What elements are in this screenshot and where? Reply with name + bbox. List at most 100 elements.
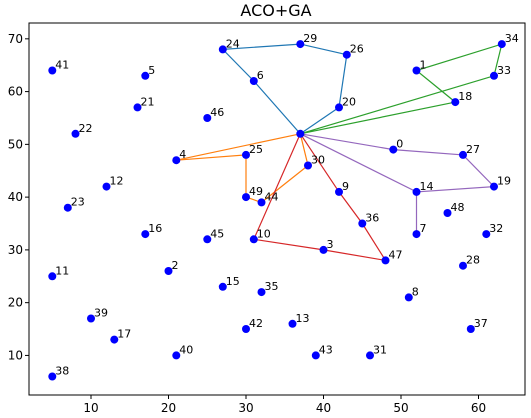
- node-point-23: [63, 203, 72, 212]
- node-point-38: [48, 372, 57, 381]
- route-2: [300, 43, 503, 135]
- node-point-29: [296, 40, 305, 49]
- node-label-23: 23: [71, 196, 85, 209]
- node-point-3: [319, 245, 328, 254]
- y-tick-label-30: 30: [8, 243, 23, 257]
- node-point-19: [490, 182, 498, 191]
- node-label-5: 5: [148, 64, 155, 77]
- node-label-36: 36: [365, 212, 379, 225]
- node-point-35: [257, 288, 266, 297]
- y-tick-label-20: 20: [8, 296, 23, 310]
- node-point-48: [443, 209, 452, 217]
- node-label-16: 16: [148, 222, 162, 235]
- node-label-1: 1: [420, 59, 427, 72]
- node-point-24: [218, 45, 227, 54]
- routes-layer: [176, 43, 503, 262]
- node-label-10: 10: [257, 227, 271, 240]
- node-point-13: [288, 319, 297, 328]
- node-label-21: 21: [141, 95, 155, 108]
- node-label-28: 28: [466, 254, 480, 267]
- node-point-45: [203, 235, 212, 244]
- node-label-39: 39: [94, 307, 108, 320]
- node-label-38: 38: [55, 365, 69, 378]
- y-tick-label-40: 40: [8, 190, 23, 204]
- node-point-34: [497, 40, 506, 49]
- node-label-12: 12: [110, 175, 124, 188]
- node-point-43: [311, 351, 320, 360]
- x-tick-label-30: 30: [238, 401, 253, 415]
- node-point-18: [451, 98, 460, 107]
- node-point-15: [218, 282, 227, 291]
- node-label-15: 15: [226, 275, 240, 288]
- node-label-14: 14: [420, 180, 434, 193]
- node-point-7: [412, 230, 421, 239]
- node-label-35: 35: [265, 280, 279, 293]
- node-point-12: [102, 182, 111, 191]
- node-label-29: 29: [303, 32, 317, 45]
- route-1: [221, 43, 348, 135]
- node-label-3: 3: [327, 238, 334, 251]
- node-label-6: 6: [257, 69, 264, 82]
- node-point-1: [412, 66, 421, 75]
- node-point-36: [358, 219, 367, 228]
- node-label-17: 17: [117, 328, 131, 341]
- y-tick-label-50: 50: [8, 137, 23, 151]
- node-point-40: [172, 351, 181, 360]
- x-tick-label-20: 20: [161, 401, 176, 415]
- node-label-47: 47: [389, 248, 403, 261]
- node-point-47: [381, 256, 390, 265]
- node-point-37: [466, 325, 475, 333]
- node-label-11: 11: [55, 264, 69, 277]
- node-label-7: 7: [420, 222, 427, 235]
- node-point-17: [110, 335, 119, 344]
- node-label-26: 26: [350, 43, 364, 56]
- x-tick-label-50: 50: [393, 401, 408, 415]
- node-label-22: 22: [79, 122, 93, 135]
- depot-point: [296, 129, 305, 138]
- node-point-39: [87, 314, 95, 323]
- node-point-22: [71, 129, 80, 138]
- node-label-43: 43: [319, 343, 333, 356]
- node-point-5: [141, 71, 150, 80]
- node-point-4: [172, 156, 181, 165]
- x-tick-label-60: 60: [471, 401, 486, 415]
- y-tick-label-60: 60: [8, 85, 23, 99]
- node-point-41: [48, 66, 57, 75]
- node-label-33: 33: [497, 64, 511, 77]
- node-label-13: 13: [296, 312, 310, 325]
- node-label-20: 20: [342, 95, 356, 108]
- node-point-8: [404, 293, 413, 302]
- node-point-6: [249, 77, 258, 85]
- node-point-16: [141, 230, 150, 239]
- node-label-44: 44: [265, 190, 279, 203]
- node-point-14: [412, 187, 421, 196]
- x-tick-label-40: 40: [316, 401, 331, 415]
- node-point-27: [459, 150, 467, 159]
- node-label-41: 41: [55, 59, 69, 72]
- node-point-44: [257, 198, 266, 207]
- plot-frame: [28, 22, 526, 396]
- node-label-8: 8: [412, 285, 419, 298]
- node-label-30: 30: [311, 154, 325, 167]
- node-label-18: 18: [458, 90, 472, 103]
- node-label-0: 0: [396, 138, 403, 151]
- node-label-24: 24: [226, 37, 240, 50]
- node-label-2: 2: [172, 259, 179, 272]
- node-label-49: 49: [249, 185, 263, 198]
- node-label-4: 4: [179, 148, 186, 161]
- chart-title: ACO+GA: [240, 1, 311, 20]
- x-tick-label-10: 10: [83, 401, 98, 415]
- node-label-27: 27: [466, 143, 480, 156]
- node-label-40: 40: [179, 343, 193, 356]
- node-label-48: 48: [451, 201, 465, 214]
- node-point-10: [249, 235, 258, 244]
- node-point-46: [203, 114, 212, 122]
- node-label-9: 9: [342, 180, 349, 193]
- node-label-25: 25: [249, 143, 263, 156]
- node-point-31: [366, 351, 374, 360]
- node-point-0: [389, 145, 398, 154]
- node-point-11: [48, 272, 57, 281]
